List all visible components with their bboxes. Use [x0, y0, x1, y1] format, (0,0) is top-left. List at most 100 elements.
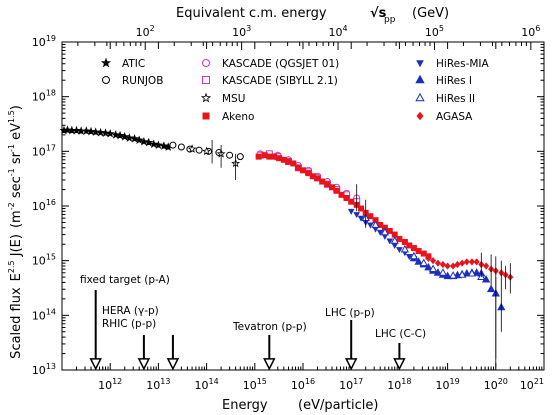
legend-item-hires-i: HiRes I — [415, 74, 472, 87]
data-point — [391, 243, 399, 250]
y-tick-label: 1019 — [32, 34, 56, 49]
data-point — [483, 262, 490, 270]
legend-label: AGASA — [436, 111, 473, 123]
data-point — [134, 135, 144, 145]
legend-marker — [100, 57, 112, 68]
data-point — [101, 128, 111, 138]
data-point — [226, 151, 234, 159]
series-hires-mia — [347, 208, 418, 263]
annotation-label: LHC (p-p) — [325, 307, 375, 319]
data-point — [473, 258, 480, 266]
top-axis-sqrt: √s — [370, 6, 387, 21]
annotation-arrowhead — [344, 358, 358, 371]
legend-marker — [202, 112, 210, 120]
data-point — [444, 262, 451, 270]
legend-marker — [200, 92, 212, 103]
y-tick-label: 1013 — [32, 362, 56, 377]
legend-label: ATIC — [122, 58, 145, 70]
data-point — [81, 126, 91, 135]
legend-item-kascade-qgsjet-01-: KASCADE (QGSJET 01) — [202, 58, 339, 70]
data-point — [371, 220, 380, 228]
data-point — [372, 226, 379, 233]
annotation-arrowhead — [393, 358, 406, 371]
data-point — [439, 260, 446, 269]
annotation-2: Tevatron (p-p) — [232, 321, 307, 371]
data-point — [438, 268, 448, 276]
data-point — [391, 231, 398, 238]
data-point — [424, 262, 433, 271]
data-point — [409, 251, 419, 260]
data-point — [314, 175, 321, 182]
data-point — [153, 140, 163, 149]
data-point — [115, 130, 125, 140]
data-point — [149, 139, 159, 149]
data-point — [202, 146, 212, 156]
data-point — [400, 244, 410, 253]
data-layer — [59, 125, 514, 368]
data-point — [62, 125, 73, 134]
annotation-label: LHC (C-C) — [375, 328, 426, 340]
data-point — [377, 221, 384, 228]
data-point — [261, 152, 268, 159]
data-point — [324, 181, 331, 188]
y-tick-label: 1014 — [32, 307, 56, 322]
top-axis-title-text: Equivalent c.m. energy — [176, 6, 327, 21]
data-point — [380, 227, 390, 236]
legend-label: RUNJOB — [122, 75, 163, 87]
legend-marker — [102, 76, 110, 84]
data-point — [486, 284, 496, 293]
legend-item-agasa: AGASA — [416, 111, 473, 123]
x-axis-unit-text: (eV/particle) — [298, 398, 378, 413]
legend-item-runjob: RUNJOB — [102, 75, 163, 87]
y-tick-label: 1018 — [32, 89, 56, 104]
data-point — [406, 242, 413, 249]
legend-item-hires-ii: HiRes II — [415, 92, 475, 105]
data-point — [276, 155, 283, 162]
series-agasa — [425, 254, 514, 281]
annotations: fixed target (p-A) HERA (γ-p)RHIC (p-p) Te… — [80, 274, 426, 371]
data-point — [319, 178, 326, 185]
series-hires-ii — [361, 213, 486, 281]
data-point — [105, 128, 115, 138]
data-point — [367, 222, 374, 229]
data-point — [309, 173, 316, 180]
series-atic — [59, 125, 173, 151]
data-point — [195, 146, 203, 154]
annotation-label: fixed target (p-A) — [80, 274, 170, 286]
data-point — [255, 153, 262, 160]
y-tick-label: 1017 — [32, 143, 56, 158]
data-point — [236, 153, 244, 161]
data-point — [357, 215, 365, 222]
data-point — [434, 259, 441, 267]
annotation-arrowhead — [263, 358, 276, 371]
x-tick-label: 1017 — [339, 377, 363, 392]
annotation-label: RHIC (p-p) — [102, 318, 156, 330]
data-point — [454, 260, 461, 269]
data-point — [169, 141, 177, 149]
data-point — [381, 233, 389, 240]
top-axis-sub: pp — [384, 15, 396, 25]
data-point — [414, 257, 423, 265]
y-tick-label: 1015 — [32, 253, 56, 268]
data-point — [462, 268, 471, 277]
data-point — [420, 250, 427, 257]
top-tick-label: 106 — [521, 24, 540, 39]
data-point — [463, 258, 470, 266]
data-point — [96, 127, 106, 137]
x-tick-label: 1014 — [195, 377, 219, 392]
data-point — [159, 141, 169, 150]
data-point — [367, 213, 374, 220]
top-tick-label: 105 — [425, 24, 444, 39]
data-point — [415, 248, 422, 255]
data-point — [376, 229, 384, 236]
data-point — [111, 130, 121, 139]
data-point — [390, 236, 399, 244]
x-tick-label: 1019 — [436, 377, 460, 392]
data-point — [419, 258, 428, 267]
annotation-4: LHC (C-C) — [375, 328, 426, 371]
annotation-arrowhead — [137, 358, 151, 371]
x-tick-label: 1016 — [291, 377, 315, 392]
data-point — [144, 137, 154, 147]
legend-label: HiRes II — [436, 93, 475, 105]
